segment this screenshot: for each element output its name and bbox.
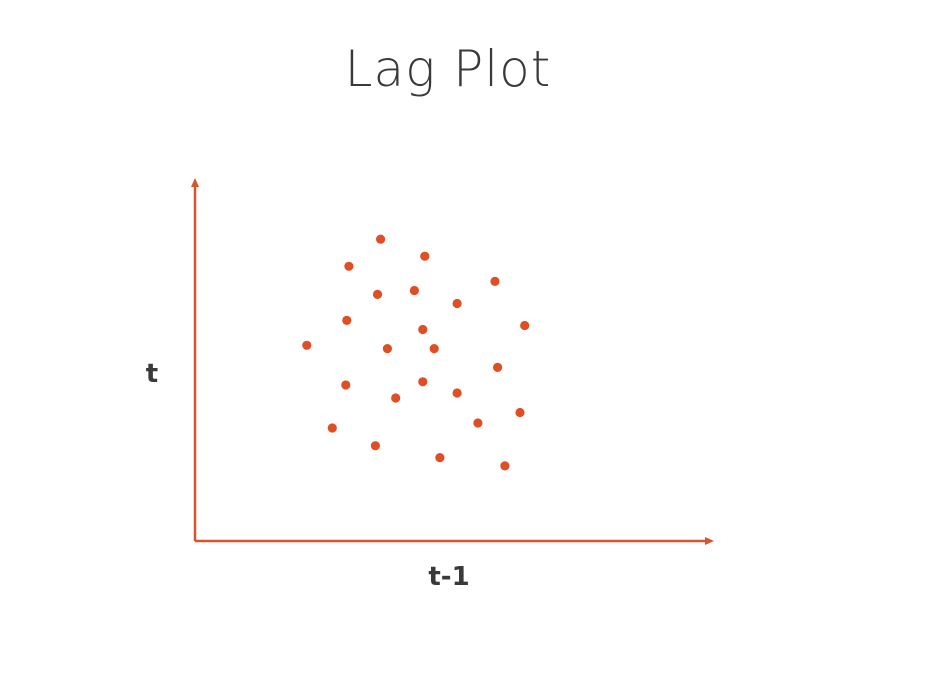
scatter-point [391,393,401,403]
scatter-point [473,418,483,428]
scatter-point [418,377,428,387]
scatter-point [435,453,445,463]
scatter-point [420,251,430,261]
scatter-point [452,388,462,398]
scatter-point [302,340,312,350]
scatter-points [302,234,530,471]
y-axis-label: t [146,359,158,389]
scatter-point [327,423,337,433]
scatter-point [418,324,428,335]
scatter-point [372,289,383,299]
x-axis-label: t-1 [428,562,469,592]
scatter-point [409,285,419,296]
scatter-point [344,261,354,271]
scatter-point [493,362,503,372]
scatter-point [515,407,525,418]
scatter-point [520,320,530,331]
chart-title: Lag Plot [344,40,552,98]
scatter-point [341,380,351,390]
scatter-point [490,276,500,286]
scatter-point [429,344,439,354]
scatter-point [342,315,352,325]
scatter-point [382,344,392,354]
scatter-point [370,441,380,451]
scatter-point [376,234,386,244]
scatter-point [452,298,462,309]
scatter-point [500,461,510,471]
